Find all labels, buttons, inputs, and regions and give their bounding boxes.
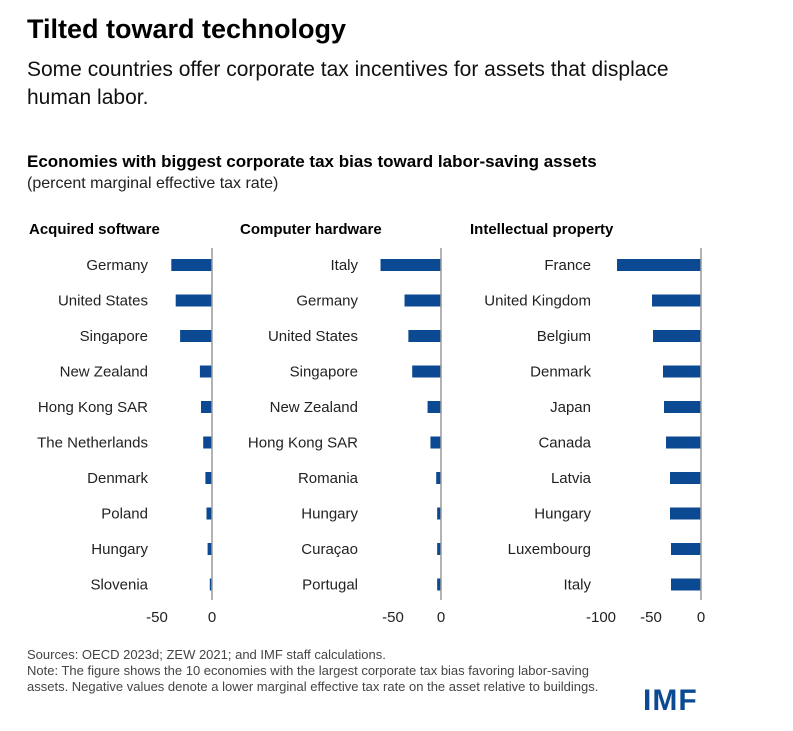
category-label: Luxembourg: [508, 541, 591, 558]
bar: [671, 543, 701, 555]
bar: [663, 365, 701, 378]
bar: [380, 259, 441, 271]
bar: [175, 294, 212, 307]
category-label: Slovenia: [90, 577, 148, 594]
category-label: France: [544, 257, 591, 274]
bar: [171, 259, 212, 271]
category-label: Hong Kong SAR: [38, 399, 148, 416]
panel-title: Intellectual property: [470, 221, 614, 238]
category-label: New Zealand: [270, 399, 358, 416]
category-label: Hungary: [534, 506, 591, 523]
category-label: Singapore: [80, 328, 148, 345]
tick-label: 0: [437, 609, 445, 626]
bar: [209, 578, 212, 591]
tick-label: 0: [697, 609, 705, 626]
category-label: Hungary: [91, 541, 148, 558]
bar: [206, 507, 212, 520]
bar: [201, 401, 212, 413]
category-label: Germany: [296, 293, 358, 310]
category-label: Latvia: [551, 470, 592, 487]
figure-subtitle: (percent marginal effective tax rate): [27, 175, 279, 192]
bar: [408, 330, 441, 342]
category-label: New Zealand: [60, 364, 148, 381]
bar: [652, 294, 701, 307]
category-label: Italy: [330, 257, 358, 274]
bar: [437, 578, 441, 591]
bar: [436, 472, 441, 484]
tick-label: 0: [208, 609, 216, 626]
category-label: Denmark: [530, 364, 591, 381]
tick-label: -50: [146, 609, 168, 626]
bar: [664, 401, 701, 413]
category-label: Germany: [86, 257, 148, 274]
category-label: Curaçao: [301, 541, 358, 558]
category-label: United Kingdom: [484, 293, 591, 310]
bar: [203, 436, 212, 449]
bar: [671, 578, 701, 591]
category-label: Japan: [550, 399, 591, 416]
category-label: Denmark: [87, 470, 148, 487]
footer-note: Note: The figure shows the 10 economies …: [27, 663, 599, 694]
bar: [437, 543, 441, 555]
bar: [430, 436, 441, 449]
imf-logo: IMF: [643, 684, 698, 717]
footer-notes: Sources: OECD 2023d; ZEW 2021; and IMF s…: [27, 647, 627, 695]
bar: [404, 294, 441, 307]
bar: [427, 401, 441, 413]
page-subtitle: Some countries offer corporate tax incen…: [27, 58, 669, 109]
bar: [180, 330, 212, 342]
bar: [653, 330, 701, 342]
bar: [199, 365, 212, 378]
bar: [205, 472, 212, 484]
footer-sources: Sources: OECD 2023d; ZEW 2021; and IMF s…: [27, 647, 386, 662]
panel-title: Acquired software: [29, 221, 160, 238]
category-label: The Netherlands: [37, 435, 148, 452]
bar: [666, 436, 701, 449]
tick-label: -50: [640, 609, 662, 626]
bar: [412, 365, 441, 378]
category-label: United States: [58, 293, 148, 310]
category-label: Canada: [538, 435, 591, 452]
panel-title: Computer hardware: [240, 221, 382, 238]
category-label: Belgium: [537, 328, 591, 345]
figure-title: Economies with biggest corporate tax bia…: [27, 152, 597, 171]
category-label: Romania: [298, 470, 359, 487]
bar: [437, 507, 441, 520]
category-label: Hong Kong SAR: [248, 435, 358, 452]
category-label: United States: [268, 328, 358, 345]
category-label: Poland: [101, 506, 148, 523]
bar: [207, 543, 212, 555]
bar-charts: Acquired software Germany United States Sin…: [29, 221, 705, 626]
category-label: Hungary: [301, 506, 358, 523]
bar: [670, 472, 701, 484]
category-label: Portugal: [302, 577, 358, 594]
tick-label: -50: [382, 609, 404, 626]
bar: [670, 507, 701, 520]
category-label: Singapore: [290, 364, 358, 381]
bar: [617, 259, 701, 271]
category-label: Italy: [563, 577, 591, 594]
page-title: Tilted toward technology: [27, 14, 347, 44]
tick-label: -100: [586, 609, 616, 626]
